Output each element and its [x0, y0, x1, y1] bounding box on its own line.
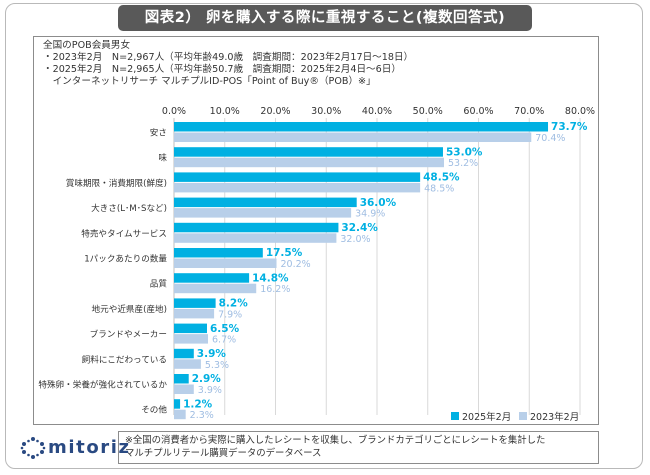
x-tick-label: 0.0% — [162, 106, 186, 117]
x-tick-label: 80.0% — [565, 106, 595, 117]
category-label: その他 — [141, 404, 167, 416]
data-label-2023: 7.9% — [218, 309, 242, 320]
data-label-2025: 48.5% — [423, 172, 460, 184]
bar-2025 — [174, 122, 549, 132]
data-label-2025: 1.2% — [183, 398, 213, 410]
x-tick-label: 30.0% — [311, 106, 341, 117]
mitoriz-logo-icon — [20, 437, 46, 459]
bar-2023 — [174, 359, 201, 369]
sample-note: インターネットリサーチ マルチプルID-POS「Point of Buy®（PO… — [43, 76, 376, 87]
bar-2023 — [174, 334, 209, 344]
data-label-2025: 36.0% — [360, 197, 397, 209]
bar-2025 — [174, 197, 357, 208]
x-tick-label: 50.0% — [413, 106, 443, 117]
data-label-2023: 6.7% — [212, 335, 236, 346]
x-tick-label: 20.0% — [260, 106, 290, 117]
data-label-2025: 73.7% — [551, 121, 588, 133]
legend-label-2023: 2023年2月 — [530, 411, 579, 423]
category-label: 特殊卵・栄養が強化されているか — [38, 379, 167, 391]
legend-swatch-2023 — [519, 412, 527, 420]
bar-2023 — [174, 208, 352, 218]
data-label-2025: 6.5% — [210, 323, 240, 335]
bar-2025 — [174, 298, 216, 308]
data-label-2025: 17.5% — [266, 247, 303, 259]
data-label-2025: 3.9% — [197, 348, 227, 360]
category-label: 飼料にこだわっている — [82, 353, 167, 365]
legend-swatch-2025 — [451, 412, 459, 420]
sample-note: ・2023年2月 N=2,967人（平均年齢49.0歳 調査期間：2023年2月… — [43, 52, 414, 63]
bar-2023 — [174, 384, 194, 394]
category-label: 特売やタイムサービス — [81, 227, 167, 239]
bar-2023 — [174, 132, 532, 142]
data-label-2025: 53.0% — [446, 146, 483, 158]
data-label-2025: 2.9% — [192, 373, 222, 385]
logo-text: mitoriz — [48, 437, 131, 458]
bar-2023 — [174, 308, 215, 319]
bar-2025 — [174, 273, 250, 283]
figure-title: 図表2） 卵を購入する際に重視すること(複数回答式) — [118, 5, 532, 31]
x-tick-label: 10.0% — [210, 106, 240, 117]
category-label: 品質 — [150, 279, 168, 290]
data-label-2023: 5.3% — [205, 360, 229, 371]
data-label-2023: 3.9% — [198, 385, 222, 396]
bar-2023 — [174, 233, 337, 243]
bar-2025 — [174, 222, 339, 233]
bar-2023 — [174, 182, 421, 193]
data-label-2023: 53.2% — [448, 158, 478, 169]
footnote-line: マルチプルリテール購買データのデータベース — [125, 448, 322, 459]
category-label: ブランドやメーカー — [90, 328, 167, 340]
category-label: 大きさ(L･M･Sなど) — [91, 202, 167, 214]
bar-2025 — [174, 172, 421, 182]
data-label-2023: 70.4% — [535, 133, 565, 144]
data-label-2023: 34.9% — [355, 209, 385, 220]
category-label: 安さ — [150, 127, 167, 139]
x-tick-label: 70.0% — [514, 106, 544, 117]
data-label-2023: 32.0% — [340, 234, 370, 245]
bar-2025 — [174, 147, 443, 157]
data-label-2023: 16.2% — [260, 284, 290, 295]
data-label-2025: 32.4% — [341, 222, 378, 234]
bar-2025 — [174, 374, 189, 384]
sample-note: 全国のPOB会員男女 — [43, 40, 131, 51]
footnote-line: ※全国の消費者から実際に購入したレシートを収集し、ブランドカテゴリごとにレシート… — [125, 435, 546, 446]
bar-2025 — [174, 348, 194, 359]
x-tick-label: 40.0% — [362, 106, 392, 117]
category-label: 地元や近県産(産地) — [92, 303, 167, 315]
data-label-2025: 14.8% — [252, 272, 289, 284]
legend-label-2025: 2025年2月 — [462, 411, 511, 423]
category-label: 1パックあたりの数量 — [84, 253, 167, 265]
bar-2023 — [174, 258, 277, 268]
bar-2025 — [174, 323, 207, 334]
bar-2025 — [174, 248, 263, 258]
x-tick-label: 60.0% — [463, 106, 493, 117]
bar-2025 — [174, 399, 181, 409]
data-label-2023: 48.5% — [424, 183, 454, 194]
data-label-2023: 2.3% — [190, 410, 214, 421]
category-label: 賞味期限・消費期限(鮮度) — [66, 177, 167, 189]
data-label-2025: 8.2% — [219, 298, 249, 310]
chart-panel — [33, 36, 599, 425]
data-label-2023: 20.2% — [281, 259, 311, 270]
bar-2023 — [174, 283, 257, 294]
bar-2023 — [174, 409, 186, 420]
sample-note: ・2025年2月 N=2,965人（平均年齢50.7歳 調査期間：2025年2月… — [43, 64, 401, 75]
category-label: 味 — [158, 152, 167, 164]
bar-2023 — [174, 157, 444, 168]
footnote-box: ※全国の消費者から実際に購入したレシートを収集し、ブランドカテゴリごとにレシート… — [118, 431, 599, 464]
